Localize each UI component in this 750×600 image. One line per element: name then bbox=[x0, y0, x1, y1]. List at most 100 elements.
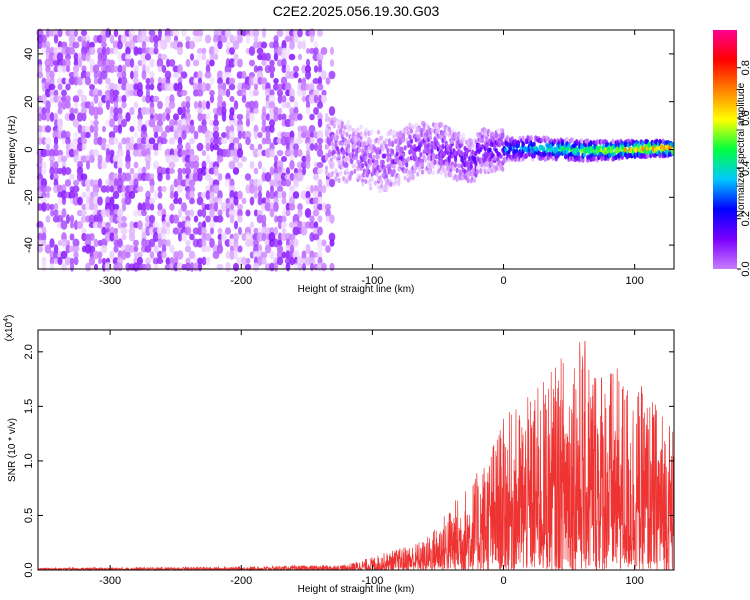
spectrogram-cell bbox=[284, 35, 292, 43]
spectrogram-cell bbox=[173, 82, 179, 92]
spectrogram-cell bbox=[57, 118, 63, 128]
spectrogram-cell bbox=[133, 239, 139, 247]
spectrogram-cell bbox=[152, 160, 160, 170]
spectrogram-cell bbox=[224, 28, 232, 38]
spectrogram-cell bbox=[205, 190, 211, 200]
spectrogram-cell bbox=[317, 251, 323, 259]
spectrogram-cell bbox=[172, 155, 180, 163]
spectrogram-cell bbox=[49, 203, 55, 211]
spectrogram-cell bbox=[261, 112, 267, 122]
spectrogram-cell bbox=[357, 147, 362, 153]
spectrogram-cell bbox=[100, 160, 108, 170]
spectrogram-cell bbox=[92, 64, 100, 74]
spectrogram-cell bbox=[422, 122, 426, 128]
spectrogram-cell bbox=[293, 238, 299, 248]
spectrogram-cell bbox=[177, 119, 183, 127]
spectrogram-cell bbox=[265, 197, 271, 205]
spectrogram-cell bbox=[217, 227, 223, 235]
spectrogram-cell bbox=[100, 244, 108, 254]
spectrogram-cell bbox=[453, 162, 458, 168]
spectrogram-cell bbox=[53, 119, 59, 127]
spectrogram-cell bbox=[217, 173, 223, 181]
spectrogram-cell bbox=[57, 197, 63, 205]
spectrogram-cell bbox=[232, 137, 240, 145]
spectrogram-cell bbox=[309, 113, 315, 121]
spectrogram-cell bbox=[422, 126, 426, 132]
spectrogram-cell bbox=[137, 220, 143, 230]
spectrogram-cell bbox=[312, 197, 320, 205]
spectrogram-cell bbox=[368, 138, 373, 145]
spectrogram-cell bbox=[309, 82, 315, 92]
spectrogram-cell bbox=[460, 150, 464, 157]
spectrogram-cell bbox=[447, 157, 451, 163]
spectrogram-cell bbox=[281, 113, 287, 121]
spectrogram-cell bbox=[229, 149, 235, 157]
colorbar-label: Normalized spectral amplitude bbox=[736, 82, 747, 217]
spectrogram-cell bbox=[645, 153, 650, 159]
spectrogram-cell bbox=[317, 64, 323, 74]
spectrogram-cell bbox=[586, 138, 590, 144]
spectrogram-cell bbox=[116, 208, 124, 218]
spectrogram-cell bbox=[285, 209, 291, 217]
spectrogram-cell bbox=[41, 239, 47, 247]
spectrogram-cell bbox=[397, 174, 401, 180]
spectrogram-cell bbox=[196, 28, 204, 38]
spectrogram-cell bbox=[181, 100, 187, 110]
spectrogram-cell bbox=[45, 215, 51, 223]
spectrogram-cell bbox=[335, 172, 340, 178]
spectrogram-cell bbox=[85, 185, 91, 193]
spectrogram-cell bbox=[209, 59, 215, 67]
spectrogram-cell bbox=[361, 132, 365, 138]
spectrogram-cell bbox=[317, 118, 323, 128]
spectrogram-cell bbox=[161, 220, 167, 230]
spectrogram-cell bbox=[181, 130, 187, 140]
spectrogram-cell bbox=[264, 148, 272, 158]
spectrogram-cell bbox=[173, 257, 179, 265]
spectrogram-cell bbox=[253, 209, 259, 217]
spectrogram-cell bbox=[89, 41, 95, 49]
spectrogram-cell bbox=[169, 184, 175, 194]
spectrogram-cell bbox=[197, 112, 203, 122]
spectrogram-cell bbox=[73, 101, 79, 109]
spectrogram-cell bbox=[120, 221, 128, 229]
spectrogram-cell bbox=[189, 161, 195, 169]
spectrogram-cell bbox=[121, 94, 127, 104]
spectrogram-cell bbox=[458, 133, 462, 140]
spectrogram-cell bbox=[169, 203, 175, 211]
spectrogram-cell bbox=[44, 125, 52, 133]
spectrogram-cell bbox=[65, 46, 71, 56]
spectrogram-cell bbox=[557, 151, 561, 157]
spectrogram-cell bbox=[260, 41, 268, 49]
spectrogram-cell bbox=[280, 76, 288, 86]
spectrogram-cell bbox=[204, 137, 212, 145]
spectrogram-cell bbox=[233, 59, 239, 67]
spectrogram-cell bbox=[378, 175, 382, 181]
spectrogram-cell bbox=[89, 119, 95, 127]
snr-y-multiplier: (x104) bbox=[3, 315, 15, 342]
spectrogram-cell bbox=[252, 41, 260, 49]
spectrogram-cell bbox=[197, 35, 203, 43]
spectrogram-cell bbox=[56, 184, 64, 194]
spectrogram-cell bbox=[88, 214, 96, 224]
spectrogram-cell bbox=[313, 94, 319, 104]
spectrogram-cell bbox=[289, 160, 295, 170]
spectrogram-cell bbox=[273, 215, 279, 223]
spectrogram-cell bbox=[73, 256, 79, 266]
spectrogram-cell bbox=[165, 58, 171, 68]
spectrogram-cell bbox=[49, 209, 55, 217]
spectrogram-cell bbox=[416, 161, 420, 167]
spectrogram-cell bbox=[49, 173, 55, 181]
spectrogram-cell bbox=[281, 58, 287, 68]
spectrogram-cell bbox=[521, 135, 525, 141]
spectrogram-cell bbox=[217, 233, 223, 241]
spectrogram-cell bbox=[41, 191, 47, 199]
spectrogram-cell bbox=[356, 136, 360, 142]
spectrogram-cell bbox=[449, 172, 453, 178]
spectrogram-cell bbox=[125, 112, 131, 122]
spectrogram-cell bbox=[276, 245, 284, 253]
spectrogram-cell bbox=[225, 125, 231, 133]
spectrogram-cell bbox=[157, 172, 163, 182]
spectrogram-cell bbox=[309, 137, 315, 145]
spectrogram-cell bbox=[52, 209, 60, 217]
spectrogram-cell bbox=[141, 209, 147, 217]
